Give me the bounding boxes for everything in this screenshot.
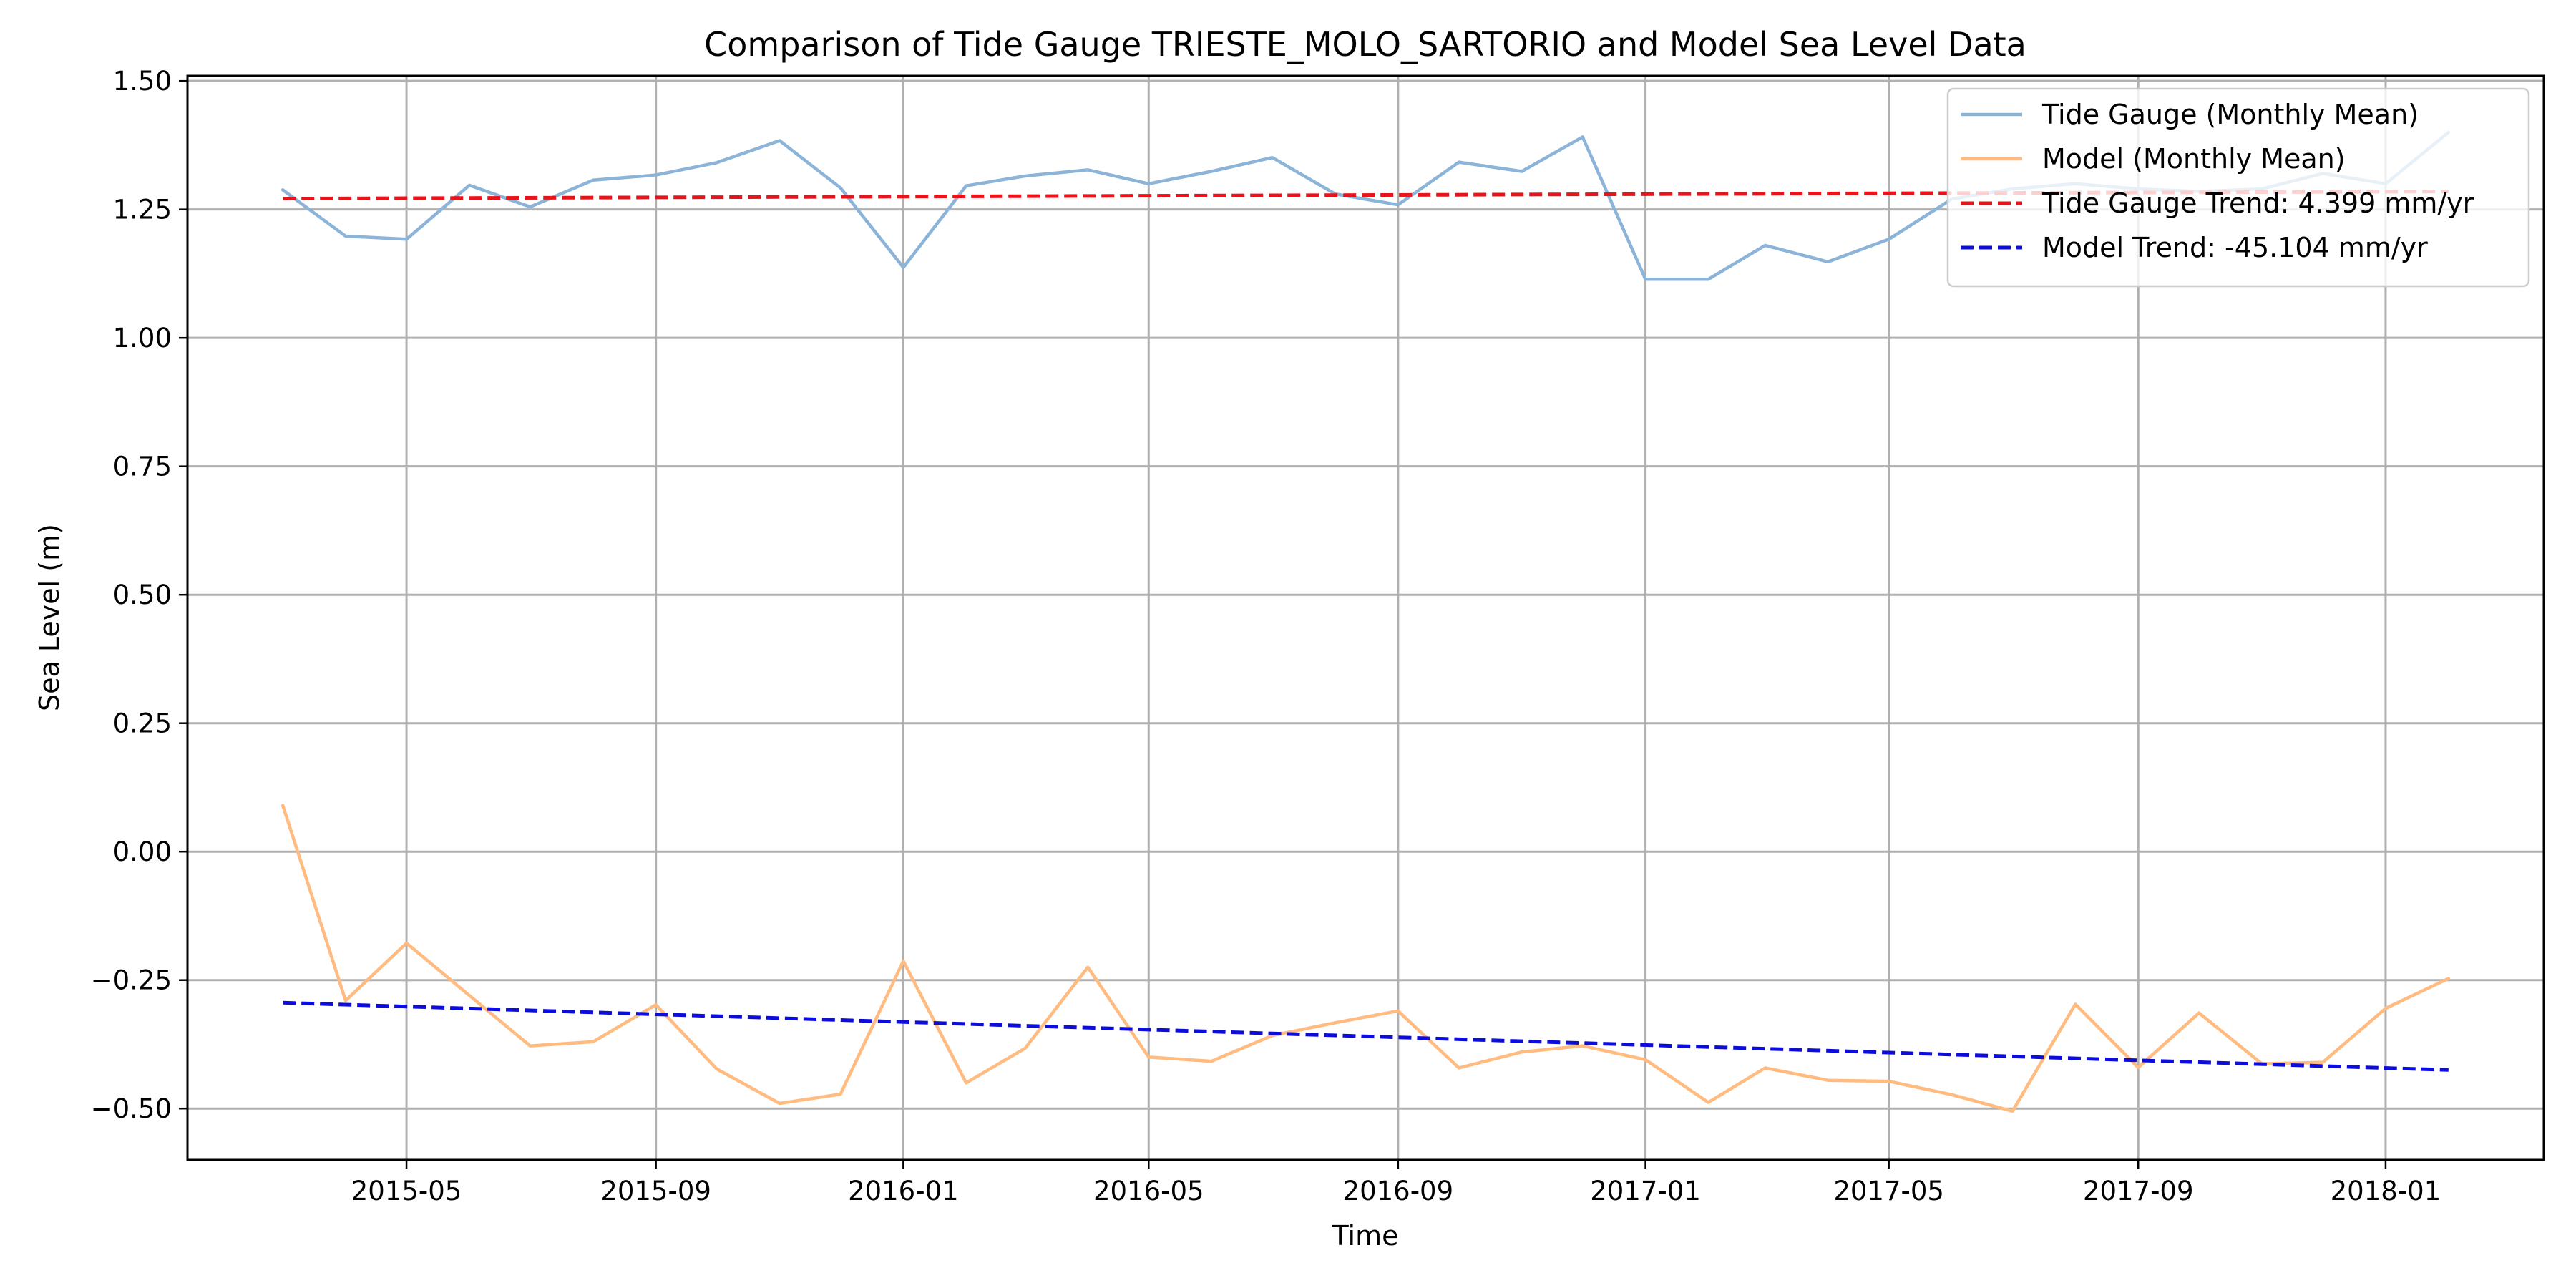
series-line-model-monthly-mean xyxy=(280,804,2451,1113)
x-tick-label: 2018-01 xyxy=(2331,1176,2441,1206)
y-tick-label: 0.50 xyxy=(113,580,172,610)
y-tick-label: 1.50 xyxy=(113,66,172,97)
x-tick-label: 2017-09 xyxy=(2083,1176,2194,1206)
y-tick-label: −0.50 xyxy=(91,1093,172,1124)
chart-title: Comparison of Tide Gauge TRIESTE_MOLO_SA… xyxy=(704,25,2026,64)
series-line-model-trend-45-104-mm-yr xyxy=(283,1000,2449,1072)
x-tick-label: 2016-01 xyxy=(848,1176,959,1206)
x-tick-label: 2015-09 xyxy=(600,1176,711,1206)
y-tick-label: 0.25 xyxy=(113,708,172,739)
y-axis: −0.50 −0.25 0.00 0.25 0.50 0.75 1.00 1.25 1.50 xyxy=(91,66,187,1124)
y-tick-label: 0.00 xyxy=(113,836,172,867)
y-tick-label: 0.75 xyxy=(113,452,172,482)
x-tick-label: 2016-09 xyxy=(1343,1176,1454,1206)
legend-entry-label: Model (Monthly Mean) xyxy=(2042,143,2346,175)
x-axis: 2015-05 2015-09 2016-01 2016-05 2016-09 2017-… xyxy=(351,1160,2441,1206)
legend-entry-label: Model Trend: -45.104 mm/yr xyxy=(2042,232,2428,263)
y-tick-label: 1.00 xyxy=(113,323,172,353)
legend-entry-label: Tide Gauge Trend: 4.399 mm/yr xyxy=(2041,187,2474,219)
x-tick-label: 2017-05 xyxy=(1833,1176,1944,1206)
x-axis-label: Time xyxy=(1332,1220,1399,1252)
y-tick-label: −0.25 xyxy=(91,965,172,996)
plot-area-frame xyxy=(186,74,2545,1161)
legend-box xyxy=(1946,87,2530,288)
x-tick-label: 2016-05 xyxy=(1093,1176,1204,1206)
y-tick-label: 1.25 xyxy=(113,195,172,225)
legend-entry-label: Tide Gauge (Monthly Mean) xyxy=(2041,99,2419,130)
x-tick-label: 2017-01 xyxy=(1590,1176,1701,1206)
x-tick-label: 2015-05 xyxy=(351,1176,462,1206)
y-axis-label: Sea Level (m) xyxy=(34,524,65,711)
legend: Tide Gauge (Monthly Mean) Model (Monthly … xyxy=(1946,87,2530,288)
